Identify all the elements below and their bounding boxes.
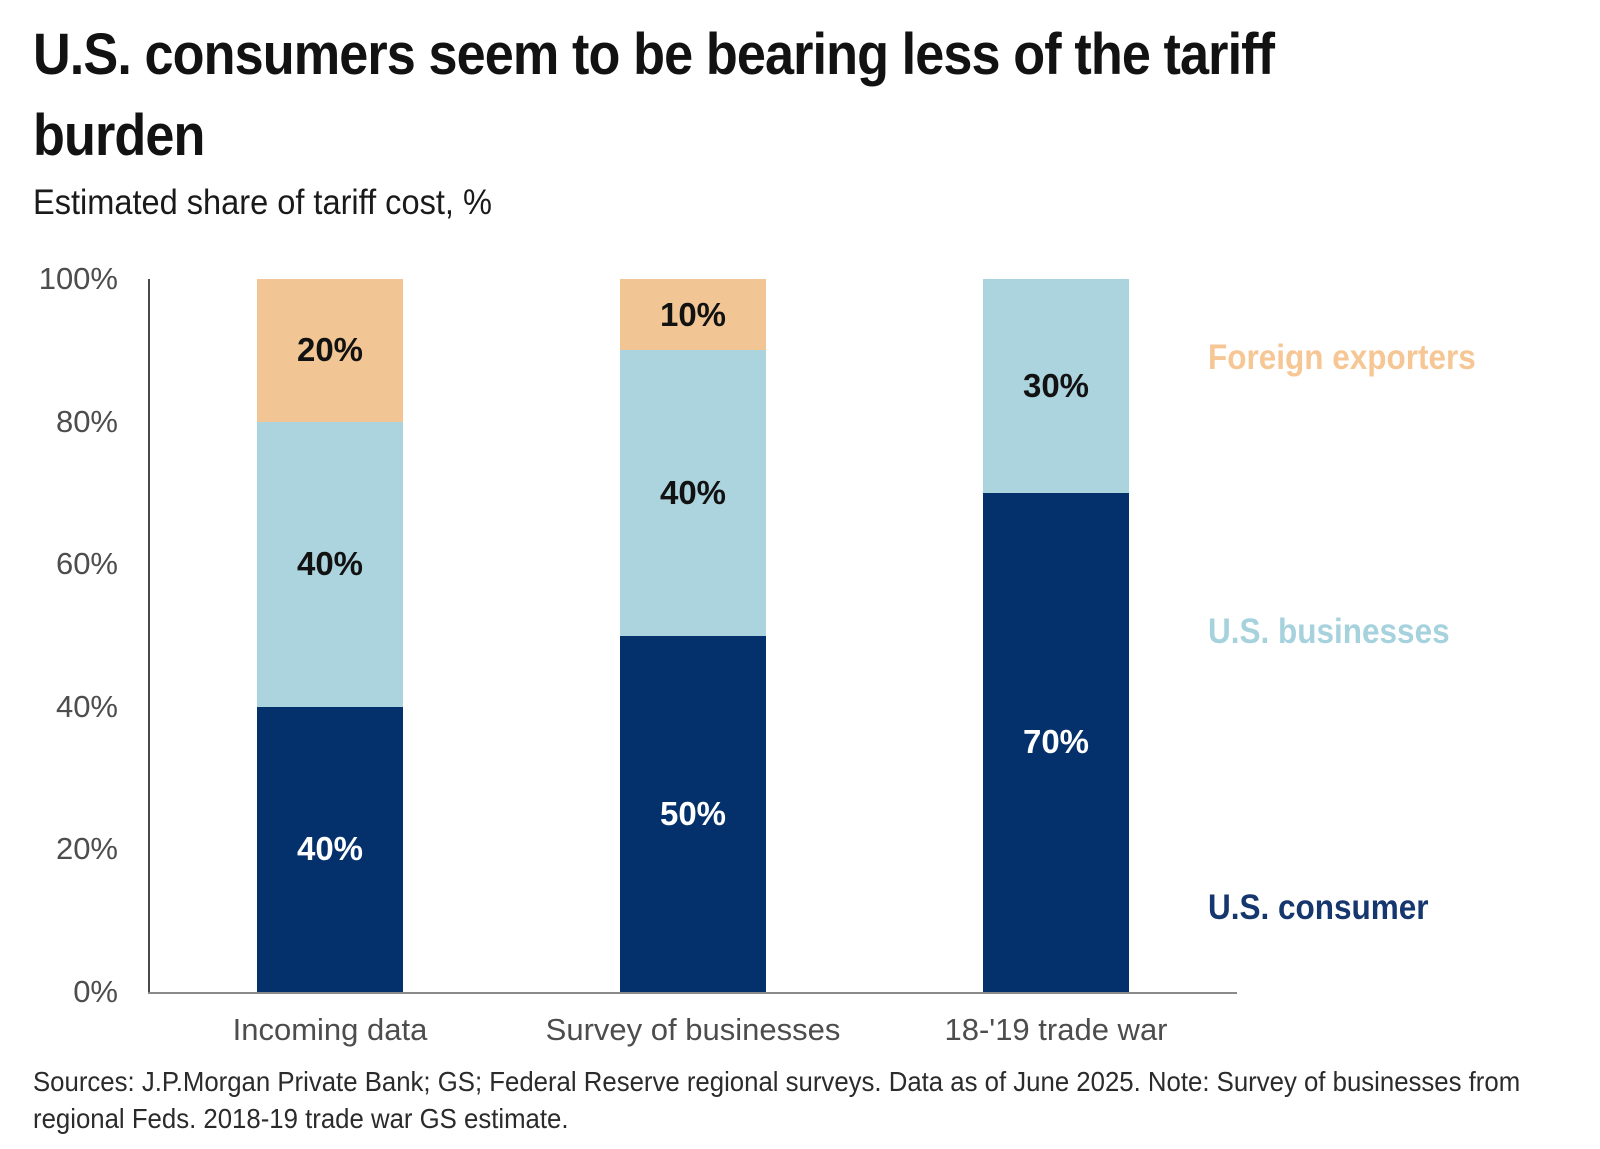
y-tick-label: 20% xyxy=(55,831,118,867)
source-note: Sources: J.P.Morgan Private Bank; GS; Fe… xyxy=(33,1063,1600,1137)
bar-value-label: 10% xyxy=(659,295,727,333)
y-tick-label: 0% xyxy=(73,974,118,1009)
bar-segment-u-s-consumer: 70% xyxy=(983,492,1129,992)
x-category-label: Survey of businesses xyxy=(545,1012,841,1047)
bar-value-label: 40% xyxy=(659,473,727,511)
bar-segment-u-s-businesses: 40% xyxy=(620,350,766,636)
y-axis-line xyxy=(148,279,150,992)
page-title: U.S. consumers seem to be bearing less o… xyxy=(33,14,1412,176)
bar-value-label: 20% xyxy=(296,331,364,369)
bar-value-label: 70% xyxy=(1022,723,1090,761)
bar-segment-u-s-consumer: 50% xyxy=(620,635,766,992)
plot-area: 0% 20% 40% 60% 80% 100% 40% 40% 20% 50% 40% 10% 70%… xyxy=(39,261,1237,1047)
chart-subtitle: Estimated share of tariff cost, % xyxy=(33,183,492,222)
bar-value-label: 40% xyxy=(296,545,364,583)
x-axis-line xyxy=(148,992,1237,994)
legend-label-u-s-businesses: U.S. businesses xyxy=(1208,612,1450,651)
bar-segment-foreign-exporters: 20% xyxy=(257,279,403,422)
bar-segment-u-s-businesses: 30% xyxy=(983,279,1129,493)
page-title-line1: U.S. consumers seem to be bearing less o… xyxy=(33,22,1275,87)
bar-value-label: 40% xyxy=(296,830,364,868)
y-tick-label: 80% xyxy=(55,403,118,439)
y-tick-label: 40% xyxy=(55,688,118,724)
page-title-line2: burden xyxy=(33,103,205,168)
x-category-label: 18-'19 trade war xyxy=(944,1012,1168,1047)
bar-value-label: 30% xyxy=(1022,366,1090,404)
source-line1: Sources: J.P.Morgan Private Bank; GS; Fe… xyxy=(33,1066,1521,1097)
y-tick-label: 60% xyxy=(55,546,118,582)
y-tick-label: 100% xyxy=(38,261,118,296)
source-line2: regional Feds. 2018-19 trade war GS esti… xyxy=(33,1103,569,1134)
legend-label-u-s-consumer: U.S. consumer xyxy=(1208,888,1429,927)
bar-segment-foreign-exporters: 10% xyxy=(620,279,766,351)
bar-segment-u-s-consumer: 40% xyxy=(257,706,403,992)
x-category-label: Incoming data xyxy=(232,1012,428,1047)
bar-segment-u-s-businesses: 40% xyxy=(257,421,403,707)
bar-value-label: 50% xyxy=(659,794,727,832)
legend-label-foreign-exporters: Foreign exporters xyxy=(1208,338,1476,377)
